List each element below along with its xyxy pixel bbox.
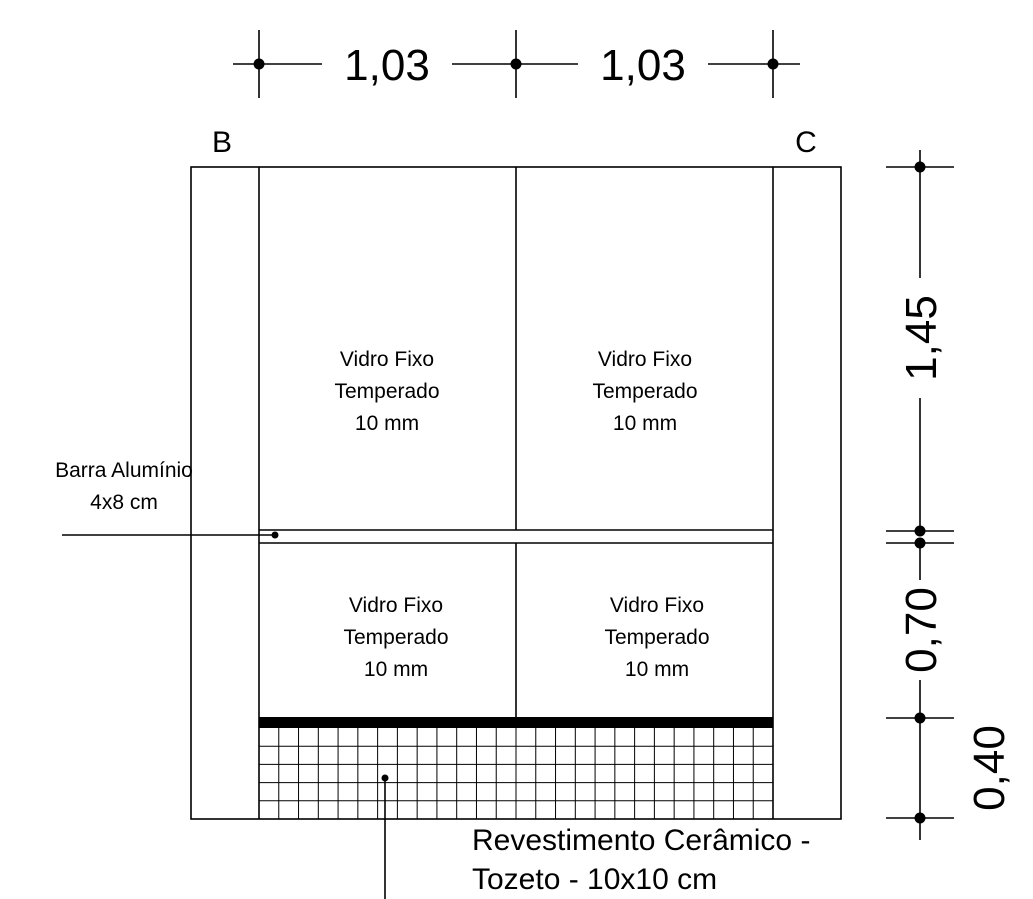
top-dim-label-1: 1,03 — [344, 41, 430, 90]
right-dim-dot-4 — [914, 712, 926, 724]
panel-1-line-3: 10 mm — [355, 412, 419, 435]
tile-callout-line-2: Tozeto - 10x10 cm — [472, 863, 717, 896]
axis-label-right: C — [795, 126, 817, 159]
glass-panel-3: Vidro Fixo Temperado 10 mm — [343, 594, 448, 681]
glass-panel-2: Vidro Fixo Temperado 10 mm — [592, 348, 697, 435]
tile-leader-dot — [381, 774, 389, 782]
panel-2-line-2: Temperado — [592, 380, 697, 403]
right-dim-dot-3 — [914, 537, 926, 549]
axis-label-left: B — [212, 126, 232, 159]
base-sill-bar — [259, 717, 773, 728]
top-dim-label-2: 1,03 — [600, 41, 686, 90]
glass-panel-4: Vidro Fixo Temperado 10 mm — [604, 594, 709, 681]
panel-4-line-2: Temperado — [604, 626, 709, 649]
tile-callout-line-1: Revestimento Cerâmico - — [472, 824, 810, 857]
window-frame — [190, 166, 842, 820]
right-dim-dot-1 — [914, 161, 926, 173]
ceramic-tile-grid — [259, 728, 773, 819]
top-dim-dot-right — [767, 58, 779, 70]
right-dim-label-3: 0,40 — [965, 725, 1014, 811]
bar-callout: Barra Alumínio 4x8 cm — [55, 459, 279, 539]
right-dim-dot-2 — [914, 525, 926, 537]
bar-callout-line-1: Barra Alumínio — [55, 459, 193, 482]
panel-4-line-3: 10 mm — [625, 658, 689, 681]
panel-3-line-1: Vidro Fixo — [349, 594, 443, 617]
top-dim-dot-mid — [510, 58, 522, 70]
right-dim-label-2: 0,70 — [897, 587, 946, 673]
panel-4-line-1: Vidro Fixo — [610, 594, 704, 617]
bar-leader-dot — [271, 531, 279, 539]
top-dimension: 1,03 1,03 — [233, 30, 800, 98]
panel-3-line-2: Temperado — [343, 626, 448, 649]
panel-1-line-2: Temperado — [334, 380, 439, 403]
top-dim-dot-left — [253, 58, 265, 70]
panel-2-line-1: Vidro Fixo — [598, 348, 692, 371]
panel-3-line-3: 10 mm — [364, 658, 428, 681]
right-dim-dot-5 — [914, 812, 926, 824]
right-dim-label-1: 1,45 — [897, 295, 946, 381]
right-dimension: 1,45 0,70 0,40 — [886, 150, 1014, 840]
panel-2-line-3: 10 mm — [613, 412, 677, 435]
bar-callout-line-2: 4x8 cm — [90, 491, 158, 514]
tile-callout: Revestimento Cerâmico - Tozeto - 10x10 c… — [381, 774, 810, 899]
glass-panel-1: Vidro Fixo Temperado 10 mm — [334, 348, 439, 435]
panel-1-line-1: Vidro Fixo — [340, 348, 434, 371]
